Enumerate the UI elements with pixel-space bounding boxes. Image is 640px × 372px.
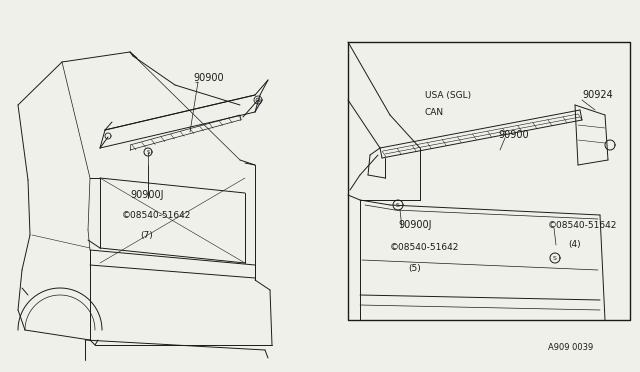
Text: 90900J: 90900J [398, 220, 431, 230]
Text: USA (SGL): USA (SGL) [425, 90, 471, 99]
Text: S: S [147, 150, 150, 154]
Text: ©08540-51642: ©08540-51642 [122, 211, 191, 219]
Text: (7): (7) [140, 231, 153, 240]
Text: CAN: CAN [425, 108, 444, 116]
Text: (5): (5) [408, 263, 420, 273]
Text: S: S [553, 256, 557, 260]
Text: 90900: 90900 [498, 130, 529, 140]
Text: S: S [396, 202, 400, 208]
Text: 90924: 90924 [582, 90, 612, 100]
Text: ©08540-51642: ©08540-51642 [548, 221, 618, 230]
Text: (4): (4) [568, 241, 580, 250]
Text: ©08540-51642: ©08540-51642 [390, 244, 460, 253]
Text: A909 0039: A909 0039 [548, 343, 593, 353]
Text: 90900J: 90900J [130, 190, 163, 200]
Text: 90900: 90900 [193, 73, 223, 83]
